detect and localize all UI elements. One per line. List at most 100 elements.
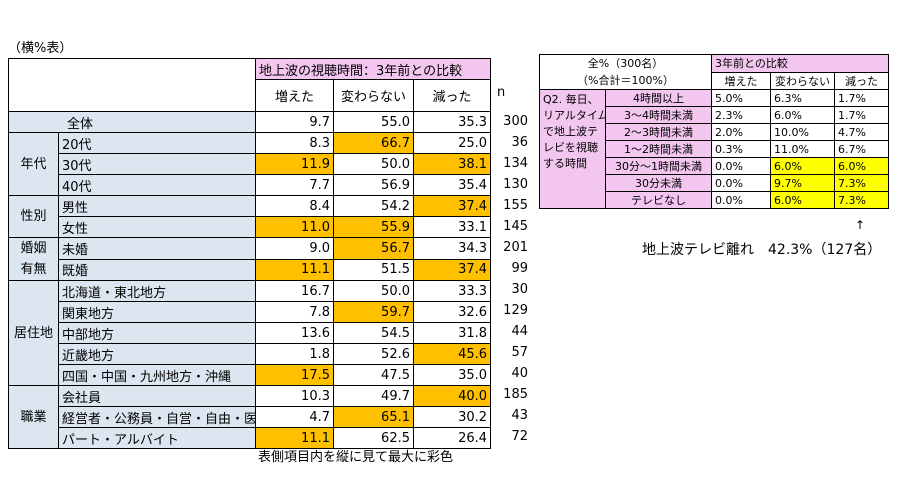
value-cell: 54.2 bbox=[333, 195, 414, 217]
group-label: 性別 bbox=[8, 195, 59, 238]
n-value: 43 bbox=[511, 408, 528, 423]
table-row: 40代 7.7 56.9 35.4 bbox=[9, 174, 492, 196]
value-cell: 25.0 bbox=[412, 132, 492, 154]
side-row-group-label: Q2. 毎日、 リアルタイム で地上波テ レビを視聴 する時間 bbox=[539, 89, 606, 209]
n-value: 99 bbox=[511, 261, 528, 276]
group-label-line: 年代 bbox=[20, 156, 47, 172]
main-header-row-1: 地上波の視聴時間：3年前との比較 bbox=[8, 58, 492, 112]
table-row: 婚姻 有無 未婚 9.0 56.7 34.3 bbox=[8, 237, 492, 281]
side-value-cell: 4.7% bbox=[833, 123, 890, 141]
value-cell: 38.1 bbox=[412, 153, 492, 175]
value-cell: 37.4 bbox=[412, 195, 492, 217]
footnote: 表側項目内を縦に見て最大に彩色 bbox=[258, 450, 454, 465]
table-row: 30分未満 0.0% 9.7% 7.3% bbox=[540, 174, 890, 192]
side-header-row-1: 全%（300名） （%合計＝100%） 3年前との比較 bbox=[539, 54, 890, 90]
group-label-line: 居住地 bbox=[13, 325, 53, 341]
col-header-increased: 増えた bbox=[255, 79, 334, 112]
row-label: 関東地方 bbox=[58, 301, 256, 323]
value-cell: 11.9 bbox=[255, 153, 334, 175]
value-cell: 33.1 bbox=[412, 216, 492, 238]
main-corner-cell bbox=[8, 58, 256, 112]
row-label: 女性 bbox=[58, 216, 256, 238]
main-table: 地上波の視聴時間：3年前との比較 増えた 変わらない 減った 全体 9.7 55.0… bbox=[8, 58, 492, 449]
value-cell: 35.4 bbox=[412, 174, 492, 196]
table-row: 30代 11.9 50.0 38.1 bbox=[9, 153, 492, 175]
group-label: 居住地 bbox=[8, 280, 59, 386]
value-cell: 11.0 bbox=[255, 216, 334, 238]
value-cell: 37.4 bbox=[412, 258, 492, 281]
row-label: パート・アルバイト bbox=[58, 427, 256, 449]
n-header: n bbox=[497, 85, 506, 100]
row-label: 会社員 bbox=[58, 385, 256, 407]
value-cell: 40.0 bbox=[412, 385, 492, 407]
value-cell: 33.3 bbox=[412, 280, 492, 302]
table-row: 1～2時間未満 0.3% 11.0% 6.7% bbox=[540, 140, 890, 158]
value-cell: 50.0 bbox=[333, 153, 414, 175]
group-label: 職業 bbox=[8, 385, 59, 449]
side-value-cell: 1.7% bbox=[833, 106, 890, 124]
side-value-cell: 0.0% bbox=[711, 191, 771, 209]
value-cell: 9.7 bbox=[255, 111, 334, 133]
side-value-cell: 7.3% bbox=[833, 174, 890, 192]
value-cell: 56.9 bbox=[333, 174, 414, 196]
n-value: 72 bbox=[511, 429, 528, 444]
value-cell: 11.1 bbox=[255, 258, 334, 281]
side-value-cell: 2.3% bbox=[711, 106, 771, 124]
side-row-label: 3～4時間未満 bbox=[605, 106, 712, 124]
value-cell: 35.0 bbox=[412, 364, 492, 386]
n-value: 201 bbox=[503, 240, 528, 255]
side-corner-cell: 全%（300名） （%合計＝100%） bbox=[539, 54, 712, 90]
value-cell: 45.6 bbox=[412, 343, 492, 365]
n-value: 30 bbox=[511, 282, 528, 297]
side-value-cell: 2.0% bbox=[711, 123, 771, 141]
side-col-header-unchanged: 変わらない bbox=[770, 71, 835, 90]
value-cell: 8.3 bbox=[255, 132, 334, 154]
table-row: 性別 男性 8.4 54.2 37.4 bbox=[8, 195, 492, 238]
side-row-label: 1～2時間未満 bbox=[605, 140, 712, 158]
group-label-line: 婚姻 bbox=[20, 241, 47, 256]
table-row: 居住地 北海道・東北地方 16.7 50.0 33.3 bbox=[8, 280, 492, 386]
side-table-title: 3年前との比較 bbox=[710, 54, 890, 73]
side-value-cell: 1.7% bbox=[833, 89, 890, 107]
row-label: 近畿地方 bbox=[58, 343, 256, 365]
side-value-cell: 0.0% bbox=[711, 174, 771, 192]
row-label: 男性 bbox=[58, 195, 256, 217]
side-value-cell: 6.0% bbox=[770, 191, 835, 209]
value-cell: 10.3 bbox=[255, 385, 334, 407]
value-cell: 59.7 bbox=[333, 301, 414, 323]
value-cell: 30.2 bbox=[412, 406, 492, 428]
n-value: 130 bbox=[503, 177, 528, 192]
row-label: 未婚 bbox=[58, 237, 256, 260]
side-value-cell: 6.7% bbox=[833, 140, 890, 158]
col-header-decreased: 減った bbox=[412, 79, 492, 112]
n-value: 134 bbox=[503, 156, 528, 171]
side-row-group-line: で地上波テ bbox=[543, 125, 598, 138]
value-cell: 52.6 bbox=[333, 343, 414, 365]
table-row: 関東地方 7.8 59.7 32.6 bbox=[9, 301, 492, 323]
table-row: テレビなし 0.0% 6.0% 7.3% bbox=[540, 191, 890, 209]
value-cell: 66.7 bbox=[333, 132, 414, 154]
value-cell: 9.0 bbox=[255, 237, 334, 260]
side-value-cell: 9.7% bbox=[770, 174, 835, 192]
side-row-group-line: する時間 bbox=[543, 157, 587, 170]
side-row-group-line: レビを視聴 bbox=[543, 141, 598, 154]
side-value-cell: 6.0% bbox=[770, 106, 835, 124]
row-label: 経営者・公務員・自営・自由・医療 bbox=[58, 406, 256, 428]
main-table-body: 地上波の視聴時間：3年前との比較 増えた 変わらない 減った 全体 9.7 55.0… bbox=[8, 58, 492, 449]
value-cell: 65.1 bbox=[333, 406, 414, 428]
side-table-body: 全%（300名） （%合計＝100%） 3年前との比較 増えた 変わらない 減っ… bbox=[539, 54, 890, 209]
value-cell: 7.8 bbox=[255, 301, 334, 323]
table-row: 四国・中国・九州地方・沖縄 17.5 47.5 35.0 bbox=[9, 364, 492, 386]
n-column: 300 36 134 130 155 145 201 99 30 129 44 57 40 185 43 72 bbox=[490, 111, 528, 447]
side-row-group-line: Q2. 毎日、 bbox=[543, 93, 599, 106]
table-row: 近畿地方 1.8 52.6 45.6 bbox=[9, 343, 492, 365]
side-value-cell: 0.0% bbox=[711, 157, 771, 175]
side-row-label: 4時間以上 bbox=[605, 89, 712, 107]
value-cell: 47.5 bbox=[333, 364, 414, 386]
value-cell: 1.8 bbox=[255, 343, 334, 365]
value-cell: 4.7 bbox=[255, 406, 334, 428]
row-label: 40代 bbox=[58, 174, 256, 196]
side-row-label: テレビなし bbox=[605, 191, 712, 209]
group-label: 年代 bbox=[8, 132, 59, 196]
side-row-label: 30分～1時間未満 bbox=[605, 157, 712, 175]
